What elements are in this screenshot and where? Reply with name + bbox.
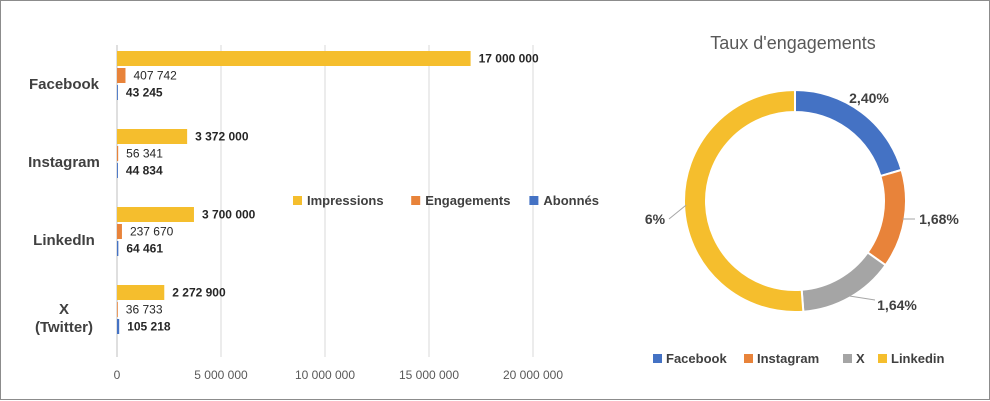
- bar-engagements: [117, 146, 118, 161]
- chart-title: Taux d'engagements: [710, 33, 876, 53]
- bar-impressions: [117, 285, 164, 300]
- data-label: 64 461: [126, 242, 163, 256]
- bar-impressions: [117, 51, 471, 66]
- bar-engagements: [117, 302, 118, 317]
- data-label: 237 670: [130, 225, 174, 239]
- donut-slice-linkedin: [684, 90, 803, 312]
- pie-data-label: 6%: [645, 211, 666, 227]
- category-label: (Twitter): [35, 319, 93, 336]
- data-label: 44 834: [126, 164, 163, 178]
- data-label: 3 372 000: [195, 130, 249, 144]
- legend-label: Abonnés: [543, 193, 599, 208]
- bar-abonns: [117, 319, 119, 334]
- legend-swatch: [293, 196, 302, 205]
- data-label: 407 742: [133, 69, 177, 83]
- x-tick-label: 5 000 000: [194, 368, 248, 382]
- category-label: LinkedIn: [33, 232, 95, 249]
- leader-line: [849, 296, 875, 300]
- pie-data-label: 1,68%: [919, 211, 959, 227]
- x-tick-label: 0: [114, 368, 121, 382]
- data-label: 56 341: [126, 147, 163, 161]
- bar-engagements: [117, 68, 125, 83]
- category-label: Instagram: [28, 154, 100, 171]
- data-label: 3 700 000: [202, 208, 256, 222]
- legend-swatch: [878, 354, 887, 363]
- pie-data-label: 2,40%: [849, 90, 889, 106]
- legend-label: Linkedin: [891, 351, 945, 366]
- legend-swatch: [744, 354, 753, 363]
- bar-impressions: [117, 207, 194, 222]
- donut-slice-x: [802, 252, 886, 311]
- legend-label: Instagram: [757, 351, 819, 366]
- legend-label: Impressions: [307, 193, 384, 208]
- legend-label: Facebook: [666, 351, 727, 366]
- x-tick-label: 10 000 000: [295, 368, 355, 382]
- pie-data-label: 1,64%: [877, 297, 917, 313]
- bar-abonns: [117, 241, 118, 256]
- legend-swatch: [843, 354, 852, 363]
- x-tick-label: 20 000 000: [503, 368, 563, 382]
- bar-impressions: [117, 129, 187, 144]
- leader-line: [669, 205, 686, 219]
- category-label: X: [59, 301, 69, 318]
- bar-abonns: [117, 85, 118, 100]
- legend-label: Engagements: [425, 193, 510, 208]
- data-label: 43 245: [126, 86, 163, 100]
- data-label: 2 272 900: [172, 286, 226, 300]
- bar-abonns: [117, 163, 118, 178]
- data-label: 17 000 000: [479, 52, 539, 66]
- data-label: 105 218: [127, 320, 171, 334]
- legend-swatch: [529, 196, 538, 205]
- legend-label: X: [856, 351, 865, 366]
- donut-slice-instagram: [868, 170, 906, 265]
- legend-swatch: [411, 196, 420, 205]
- x-tick-label: 15 000 000: [399, 368, 459, 382]
- category-label: Facebook: [29, 76, 100, 93]
- legend-swatch: [653, 354, 662, 363]
- bar-engagements: [117, 224, 122, 239]
- data-label: 36 733: [126, 303, 163, 317]
